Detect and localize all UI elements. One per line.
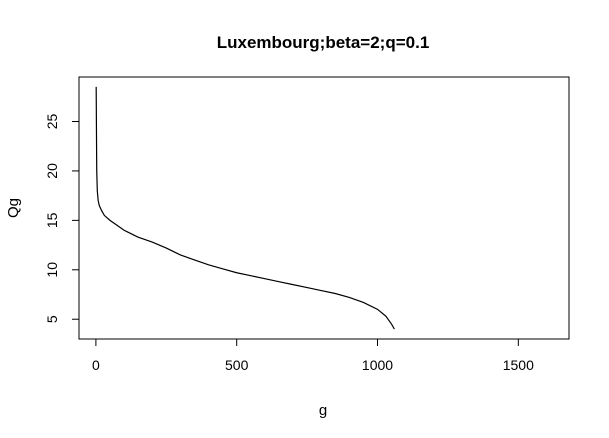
y-tick-label: 20 [44, 163, 60, 179]
x-axis: 0 500 1000 1500 [92, 339, 534, 373]
series-line-0 [95, 86, 395, 330]
y-tick-label: 5 [44, 315, 60, 323]
y-tick-label: 25 [44, 113, 60, 129]
chart-title: Luxembourg;beta=2;q=0.1 [217, 33, 430, 52]
y-axis: 5 10 15 20 25 [44, 113, 79, 323]
y-axis-label: Qg [5, 198, 22, 218]
x-tick-label: 1500 [503, 357, 534, 373]
y-tick-label: 10 [44, 262, 60, 278]
x-tick-label: 0 [92, 357, 100, 373]
y-tick-label: 15 [44, 212, 60, 228]
x-tick-label: 1000 [362, 357, 393, 373]
series-layer [95, 86, 395, 330]
x-tick-label: 500 [225, 357, 249, 373]
x-axis-label: g [319, 402, 327, 419]
plot-frame [78, 76, 570, 340]
